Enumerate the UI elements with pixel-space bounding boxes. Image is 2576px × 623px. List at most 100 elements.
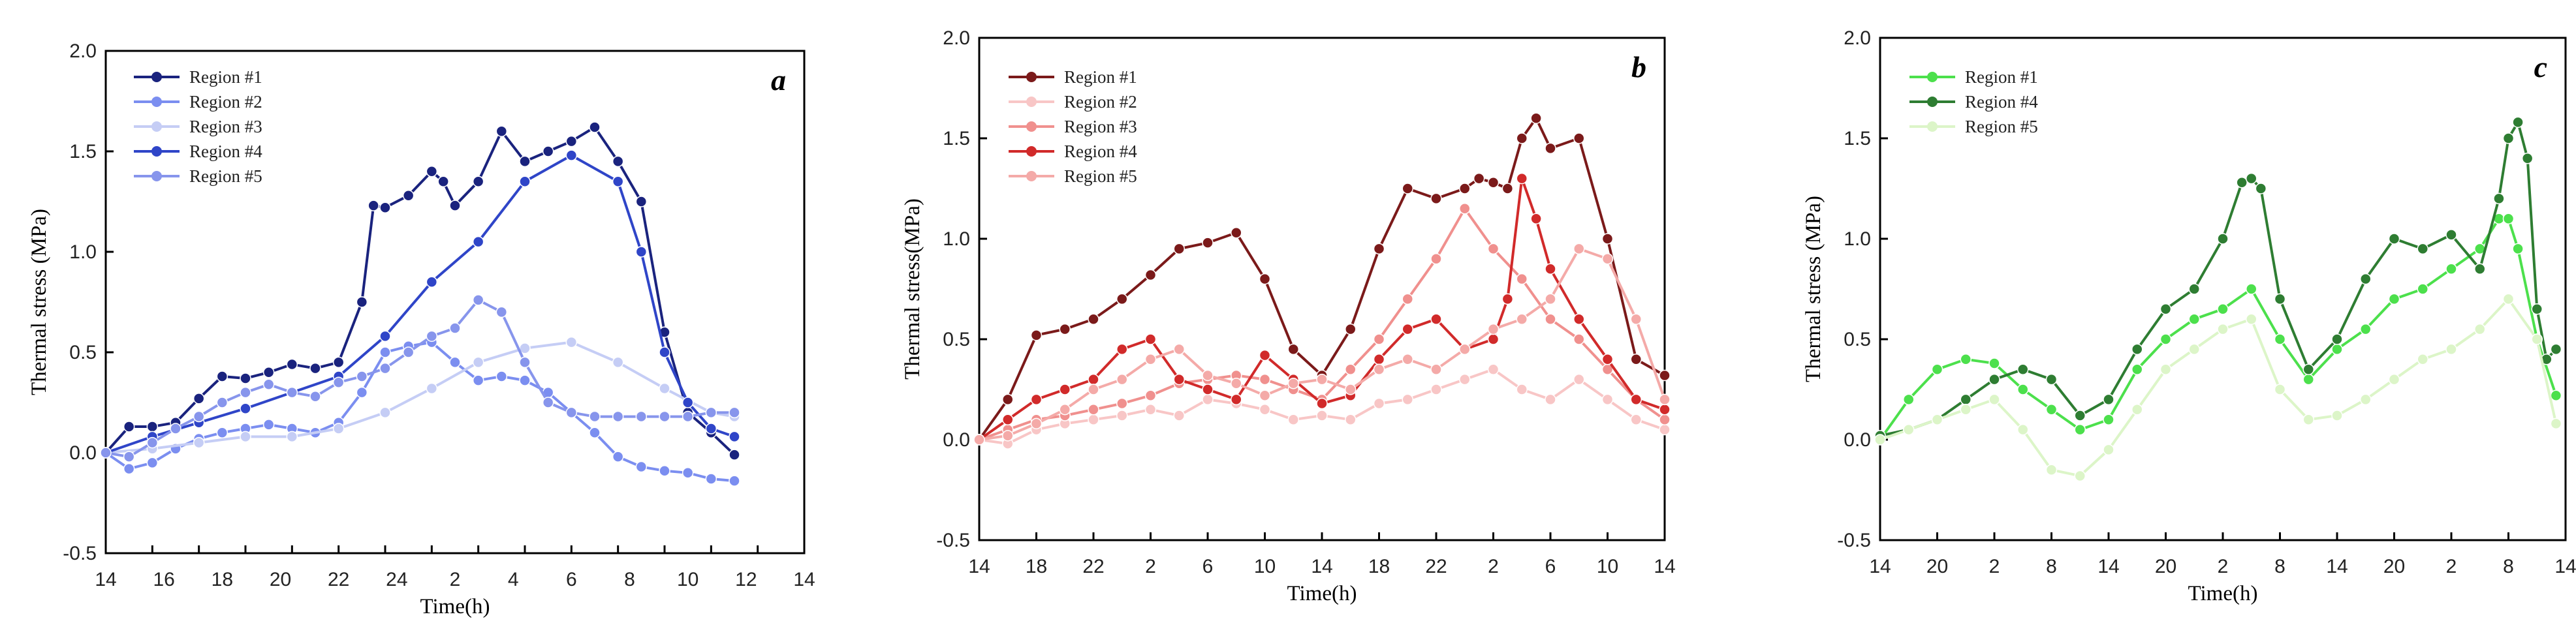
data-point — [1545, 393, 1556, 406]
data-point — [472, 294, 484, 306]
data-point — [519, 155, 531, 168]
y-tick-label: 2.0 — [943, 27, 970, 49]
x-tick-label: 2 — [1989, 556, 2000, 577]
data-point — [1231, 227, 1242, 239]
data-point — [1202, 369, 1214, 382]
data-point — [1173, 243, 1185, 255]
data-point — [1530, 112, 1542, 124]
data-point — [2388, 373, 2400, 386]
data-point — [2217, 323, 2229, 335]
data-point — [519, 356, 531, 369]
data-point — [123, 421, 135, 433]
data-point — [1116, 343, 1128, 356]
data-point — [1459, 183, 1471, 194]
data-point — [2360, 323, 2372, 335]
legend-swatch-marker — [1026, 72, 1037, 82]
data-point — [216, 371, 228, 382]
data-point — [2417, 243, 2428, 255]
data-point — [1659, 423, 1671, 436]
data-point — [1601, 233, 1614, 245]
chart-panel-b: -0.50.00.51.01.52.014 18 22 2 6 10 14 18 22 2 6 10 1… — [901, 27, 1676, 605]
data-point — [356, 296, 368, 308]
y-tick-label: -0.5 — [936, 530, 970, 551]
y-axis-title: Thermal stress (MPa) — [27, 209, 51, 395]
data-point — [123, 463, 135, 475]
data-point — [1287, 414, 1299, 425]
y-tick-label: 1.0 — [943, 228, 970, 250]
data-point — [2417, 354, 2428, 365]
data-point — [705, 473, 717, 485]
data-point — [286, 386, 298, 399]
data-point — [1516, 384, 1528, 395]
legend-label: Region #3 — [1064, 117, 1137, 136]
y-tick-label: 2.0 — [69, 40, 97, 62]
panel-letter: b — [1631, 50, 1646, 84]
data-point — [589, 427, 601, 438]
data-point — [1516, 172, 1528, 185]
data-point — [1202, 393, 1214, 406]
data-point — [565, 149, 578, 161]
x-tick-label: 14 — [1311, 556, 1332, 577]
data-point — [2131, 363, 2143, 375]
data-point — [2188, 343, 2200, 356]
data-point — [1002, 430, 1014, 442]
data-point — [2188, 283, 2200, 295]
data-point — [146, 457, 159, 469]
x-axis-title: Time(h) — [1287, 582, 1357, 605]
y-tick-label: 1.0 — [1844, 228, 1871, 250]
x-tick-label: 10 — [1254, 556, 1276, 577]
legend-swatch-marker — [1927, 97, 1938, 107]
data-point — [426, 330, 438, 342]
data-point — [1545, 313, 1556, 325]
data-point — [729, 406, 740, 419]
data-point — [682, 467, 694, 479]
data-point — [1545, 293, 1556, 305]
data-point — [1259, 273, 1271, 285]
data-point — [2160, 333, 2172, 345]
y-tick-label: 0.5 — [69, 342, 97, 363]
data-point — [1430, 192, 1442, 205]
data-point — [1402, 354, 1413, 365]
data-point — [449, 200, 461, 211]
data-point — [426, 166, 438, 177]
data-point — [2017, 423, 2029, 436]
x-tick-label: 24 — [386, 569, 407, 590]
data-point — [1002, 414, 1014, 425]
data-point — [2160, 363, 2172, 375]
legend-label: Region #1 — [189, 67, 262, 87]
data-point — [1116, 410, 1128, 421]
data-point — [2246, 283, 2257, 295]
data-point — [1002, 393, 1014, 406]
x-tick-label: 20 — [2383, 556, 2405, 577]
data-point — [1573, 243, 1585, 255]
data-point — [1931, 363, 1943, 375]
data-point — [635, 410, 648, 423]
data-point — [612, 175, 624, 187]
series-line — [105, 298, 734, 459]
data-point — [1487, 243, 1500, 255]
legend-label: Region #5 — [1064, 166, 1137, 186]
data-point — [449, 356, 461, 369]
data-point — [1144, 389, 1157, 401]
data-point — [1487, 177, 1500, 189]
data-point — [2550, 343, 2562, 356]
data-point — [1402, 393, 1413, 406]
data-point — [472, 236, 484, 248]
data-point — [123, 451, 135, 463]
data-point — [2188, 313, 2200, 325]
data-point — [2103, 444, 2114, 456]
data-point — [1402, 323, 1413, 335]
data-point — [1316, 410, 1328, 421]
data-point — [589, 121, 601, 133]
data-point — [1516, 273, 1528, 285]
data-point — [1430, 313, 1442, 325]
data-point — [2017, 363, 2029, 375]
y-tick-label: -0.5 — [1837, 530, 1871, 551]
legend-label: Region #1 — [1064, 67, 1137, 87]
data-point — [1874, 434, 1886, 446]
data-point — [565, 406, 578, 419]
data-point — [2331, 410, 2343, 421]
legend-label: Region #3 — [189, 117, 262, 136]
series-region1 — [973, 112, 1671, 446]
plot-frame — [104, 50, 806, 555]
